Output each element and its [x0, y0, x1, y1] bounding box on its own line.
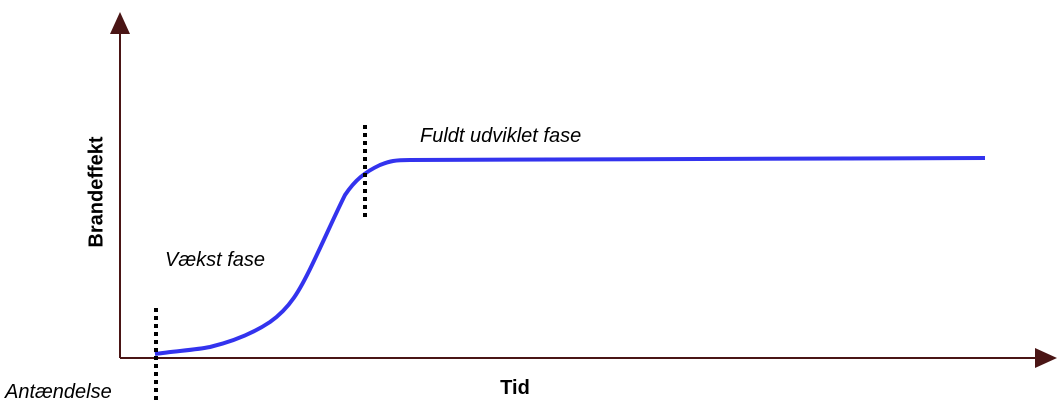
x-arrow [1035, 348, 1057, 368]
growth-curve [154, 156, 986, 356]
y-label: Brandeffekt [85, 136, 107, 247]
y-arrow [110, 12, 130, 34]
growth-label: Vækst fase [165, 249, 265, 271]
full-label: Fuldt udviklet fase [420, 125, 581, 147]
x-label: Tid [500, 377, 530, 399]
ignition-label: Antændelse [4, 381, 112, 403]
